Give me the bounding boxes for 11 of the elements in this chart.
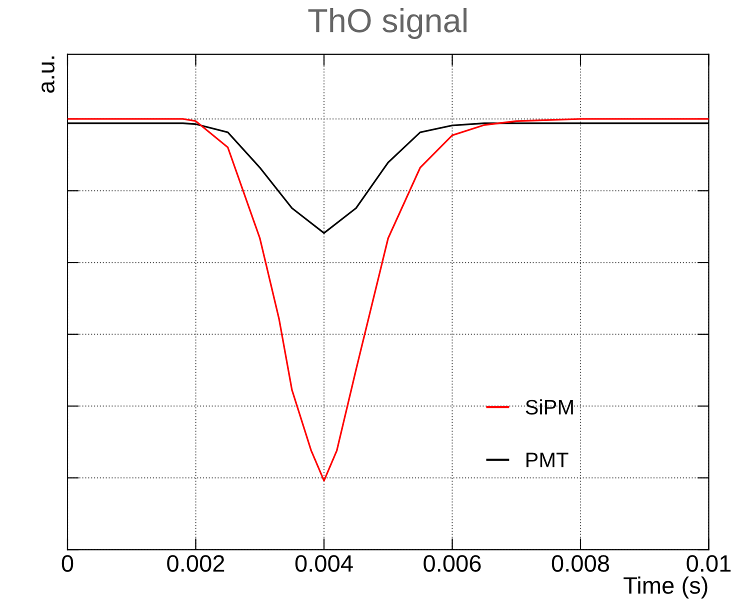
legend-label: SiPM	[526, 399, 573, 415]
x-tick-label: 0.006	[424, 555, 481, 572]
chart-title: ThO signal	[308, 8, 466, 40]
x-tick-label: 0.008	[552, 555, 610, 572]
legend-label: PMT	[526, 452, 568, 468]
x-tick-label: 0.004	[295, 555, 353, 572]
x-tick-label: 0.002	[167, 555, 224, 572]
x-axis-title: Time (s)	[624, 576, 708, 599]
x-tick-label: 0.01	[686, 555, 731, 572]
x-tick-label: 0	[62, 555, 74, 572]
y-axis-title: a.u.	[42, 56, 54, 93]
